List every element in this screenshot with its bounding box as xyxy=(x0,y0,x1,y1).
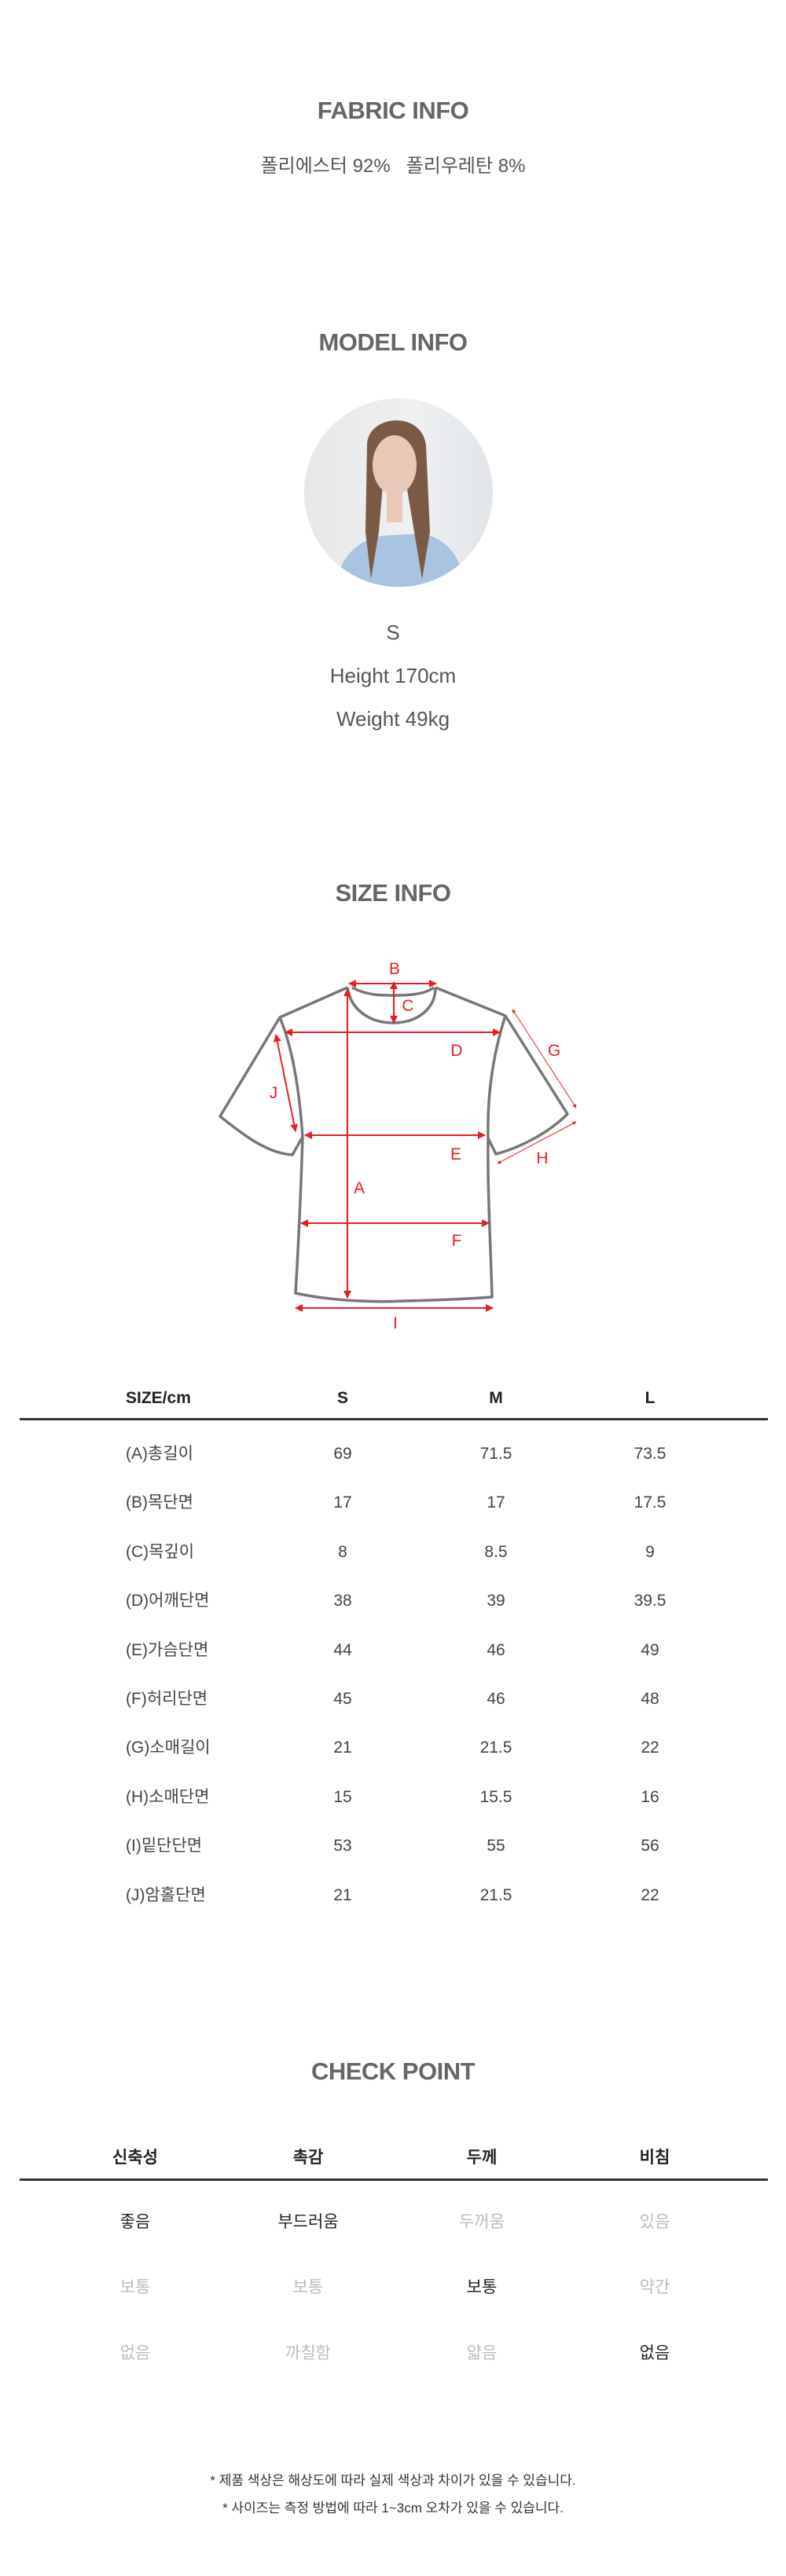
size-row-label: (B)목단면 xyxy=(126,1493,193,1512)
model-size: S xyxy=(386,621,400,644)
size-cell: 22 xyxy=(641,1739,659,1757)
size-cell: 21.5 xyxy=(479,1739,512,1757)
note-color: * 제품 색상은 해상도에 따라 실제 색상과 차이가 있을 수 있습니다. xyxy=(210,2473,576,2488)
size-row-label: (D)어깨단면 xyxy=(126,1592,210,1610)
label-i: I xyxy=(393,1314,398,1332)
label-c: C xyxy=(402,997,413,1015)
size-diagram: A B C D E F G H I J xyxy=(219,960,577,1332)
size-cell: 22 xyxy=(641,1885,659,1904)
size-row-label: (G)소매길이 xyxy=(126,1739,211,1757)
check-point-header: 두께 xyxy=(466,2149,498,2167)
size-cell: 8.5 xyxy=(484,1542,508,1561)
size-info-title: SIZE INFO xyxy=(335,879,451,907)
check-point-option: 보통 xyxy=(466,2278,498,2296)
size-row-label: (C)목깊이 xyxy=(126,1542,195,1561)
label-d: D xyxy=(450,1042,462,1060)
check-point-option: 부드러움 xyxy=(277,2213,339,2231)
size-cell: 46 xyxy=(487,1690,505,1708)
model-info-title: MODEL INFO xyxy=(318,328,468,356)
size-cell: 17.5 xyxy=(634,1493,667,1512)
check-point-option: 없음 xyxy=(639,2344,670,2362)
label-g: G xyxy=(548,1042,560,1060)
size-row-label: (A)총길이 xyxy=(126,1445,193,1463)
label-h: H xyxy=(536,1149,548,1167)
size-cell: 38 xyxy=(333,1592,352,1610)
size-cell: 16 xyxy=(641,1787,659,1806)
size-cell: 44 xyxy=(333,1640,352,1659)
size-cell: 48 xyxy=(641,1690,659,1708)
size-cell: 39 xyxy=(487,1592,505,1610)
size-cell: 15 xyxy=(333,1787,352,1806)
check-point-option: 없음 xyxy=(119,2344,151,2362)
check-point-option: 보통 xyxy=(292,2278,324,2296)
check-point-option: 보통 xyxy=(119,2278,151,2296)
size-cell: 73.5 xyxy=(634,1445,667,1463)
measure-g xyxy=(512,1009,577,1108)
check-point-header: 비침 xyxy=(639,2149,670,2167)
check-point-option: 있음 xyxy=(639,2213,670,2231)
size-cell: 56 xyxy=(641,1837,659,1856)
measure-h xyxy=(497,1121,577,1164)
size-cell: 45 xyxy=(333,1690,352,1708)
size-cell: 69 xyxy=(333,1445,352,1463)
check-point-option: 까칠함 xyxy=(285,2344,331,2362)
size-cell: 21 xyxy=(333,1739,352,1757)
size-cell: 49 xyxy=(641,1640,659,1659)
size-header-s: S xyxy=(336,1389,348,1407)
size-cell: 21.5 xyxy=(479,1885,512,1904)
check-point-option: 좋음 xyxy=(119,2213,151,2231)
check-point-option: 약간 xyxy=(639,2278,670,2296)
check-point-header: 신축성 xyxy=(112,2149,158,2167)
size-cell: 39.5 xyxy=(634,1592,667,1610)
size-row-label: (E)가슴단면 xyxy=(126,1640,209,1659)
note-size: * 사이즈는 측정 방법에 따라 1~3cm 오차가 있을 수 있습니다. xyxy=(222,2501,564,2516)
check-point-option: 두꺼움 xyxy=(459,2213,505,2231)
check-point-divider xyxy=(20,2178,768,2181)
size-header-label: SIZE/cm xyxy=(126,1389,191,1407)
model-height: Height 170cm xyxy=(329,664,457,687)
size-row-label: (H)소매단면 xyxy=(126,1787,210,1806)
size-cell: 21 xyxy=(333,1885,352,1904)
size-cell: 46 xyxy=(487,1640,505,1659)
fabric-composition: 폴리에스터 92% 폴리우레탄 8% xyxy=(260,156,526,177)
size-header-l: L xyxy=(645,1389,656,1407)
label-j: J xyxy=(270,1084,278,1102)
size-cell: 8 xyxy=(338,1542,347,1561)
size-cell: 55 xyxy=(487,1837,505,1856)
size-cell: 17 xyxy=(333,1493,352,1512)
size-cell: 9 xyxy=(645,1542,655,1561)
size-row-label: (J)암홀단면 xyxy=(126,1885,206,1904)
size-cell: 53 xyxy=(333,1837,352,1856)
label-f: F xyxy=(452,1232,462,1250)
check-point-title: CHECK POINT xyxy=(310,2058,476,2085)
size-header-m: M xyxy=(489,1389,503,1407)
fabric-info-title: FABRIC INFO xyxy=(317,97,469,124)
model-weight: Weight 49kg xyxy=(336,707,450,731)
size-cell: 17 xyxy=(487,1493,505,1512)
label-b: B xyxy=(389,960,400,978)
label-e: E xyxy=(450,1145,461,1163)
check-point-header: 촉감 xyxy=(292,2149,324,2167)
model-photo xyxy=(304,398,493,587)
size-row-label: (I)밑단단면 xyxy=(126,1837,203,1856)
size-table-divider xyxy=(20,1418,768,1420)
label-a: A xyxy=(354,1179,365,1197)
measure-j xyxy=(273,1034,299,1132)
size-row-label: (F)허리단면 xyxy=(126,1690,208,1708)
check-point-option: 얇음 xyxy=(466,2344,498,2362)
size-cell: 71.5 xyxy=(479,1445,512,1463)
tshirt-outline xyxy=(219,986,569,1303)
size-cell: 15.5 xyxy=(479,1787,512,1806)
